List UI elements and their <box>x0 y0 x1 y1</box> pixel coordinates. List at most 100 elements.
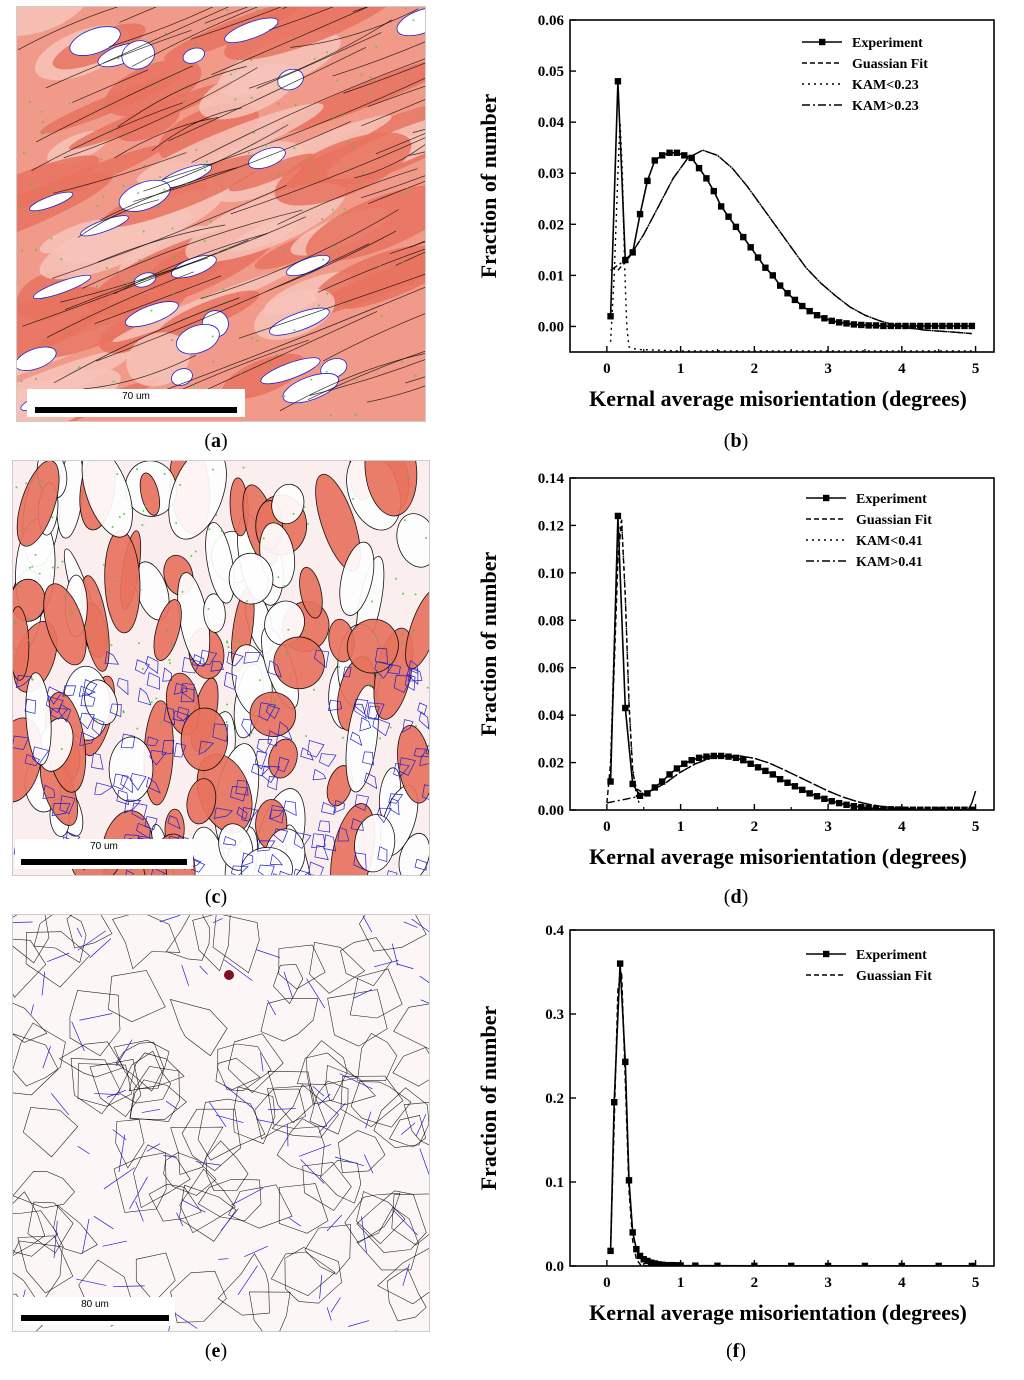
plot-frame <box>569 19 995 353</box>
experiment-point <box>754 764 762 771</box>
experiment-point <box>961 806 968 810</box>
experiment-point <box>865 804 872 810</box>
y-axis-label: Fraction of number <box>476 552 501 737</box>
experiment-point <box>909 322 917 330</box>
x-axis-label: Kernal average misorientation (degrees) <box>589 844 967 869</box>
y-tick-label: 0.06 <box>538 13 565 29</box>
panel-label-e: (e) <box>204 1340 228 1362</box>
experiment-point <box>813 793 821 800</box>
experiment-point <box>703 753 710 760</box>
experiment-point <box>717 203 725 210</box>
experiment-point <box>858 803 865 810</box>
experiment-point <box>732 223 740 231</box>
experiment-point <box>751 1262 758 1266</box>
ebsd-map-e: 80 um <box>12 914 430 1332</box>
experiment-point <box>717 752 725 760</box>
x-tick-label: 1 <box>677 819 685 835</box>
experiment-point <box>747 760 754 767</box>
x-tick-label: 3 <box>824 819 832 835</box>
y-tick-label: 0.0 <box>545 1259 564 1275</box>
panel-label-a: (a) <box>204 430 228 452</box>
y-tick-label: 0.00 <box>538 319 564 335</box>
scale-bar-line-e <box>21 1315 169 1321</box>
experiment-point <box>740 757 747 764</box>
scale-bar-label-e: 80 um <box>81 1299 109 1310</box>
experiment-point <box>629 780 636 788</box>
experiment-point <box>850 803 858 810</box>
experiment-point <box>622 256 629 264</box>
experiment-point <box>725 213 732 220</box>
legend-label: KAM>0.23 <box>852 99 919 114</box>
experiment-point <box>614 78 622 85</box>
experiment-point <box>858 321 865 329</box>
y-tick-label: 0.05 <box>538 64 564 80</box>
legend-marker <box>819 38 826 46</box>
experiment-point <box>791 783 799 790</box>
y-tick-label: 0.04 <box>538 115 565 131</box>
scale-bar-label-c: 70 um <box>90 841 118 852</box>
experiment-point <box>902 322 909 330</box>
experiment-point <box>614 512 622 520</box>
experiment-point <box>880 805 887 810</box>
experiment-point <box>732 754 740 762</box>
legend-label: KAM>0.41 <box>856 555 923 570</box>
experiment-point <box>695 754 703 762</box>
experiment-point <box>788 1262 795 1266</box>
y-tick-label: 0.1 <box>545 1175 564 1191</box>
experiment-point <box>865 322 872 329</box>
x-tick-label: 1 <box>677 1275 685 1291</box>
panel-label-d: (d) <box>723 886 749 908</box>
experiment-point <box>644 1257 651 1265</box>
experiment-point <box>806 307 813 315</box>
experiment-point <box>695 164 703 172</box>
experiment-point <box>651 1260 658 1266</box>
experiment-point <box>953 322 961 330</box>
legend-label: Guassian Fit <box>856 969 932 984</box>
experiment-point <box>791 296 799 304</box>
experiment-point <box>633 1246 640 1253</box>
experiment-point <box>688 154 695 162</box>
experiment-point <box>961 322 968 330</box>
experiment-point <box>681 152 688 159</box>
experiment-point <box>725 753 732 760</box>
experiment-point <box>784 779 791 786</box>
experiment-point <box>828 317 835 325</box>
y-tick-label: 0.12 <box>538 518 564 534</box>
experiment-point <box>636 1252 644 1260</box>
experiment-point <box>747 244 754 251</box>
x-tick-label: 3 <box>824 1275 832 1291</box>
experiment-point <box>828 798 835 805</box>
y-axis-label: Fraction of number <box>476 1006 501 1191</box>
experiment-point <box>710 752 717 760</box>
experiment-point <box>622 1058 629 1066</box>
experiment-point <box>677 1262 684 1266</box>
experiment-point <box>917 322 924 330</box>
series-kam-low-line <box>609 122 972 352</box>
y-tick-label: 0.14 <box>538 471 565 487</box>
experiment-point <box>655 1261 662 1266</box>
plot-frame <box>569 477 995 811</box>
legend-label: Guassian Fit <box>852 57 928 72</box>
x-tick-label: 5 <box>972 819 980 835</box>
experiment-point <box>714 1262 721 1266</box>
x-tick-label: 2 <box>751 1275 759 1291</box>
y-axis-label: Fraction of number <box>476 94 501 279</box>
experiment-point <box>666 771 673 778</box>
experiment-point <box>644 177 651 185</box>
panel-label-b: (b) <box>723 430 749 452</box>
experiment-point <box>784 290 791 297</box>
x-tick-label: 4 <box>898 1275 906 1291</box>
experiment-point <box>673 765 681 772</box>
experiment-point <box>629 1229 636 1236</box>
x-tick-label: 0 <box>603 361 611 377</box>
x-axis-label: Kernal average misorientation (degrees) <box>589 1300 967 1325</box>
experiment-point <box>769 771 776 778</box>
panel-label-c: (c) <box>204 886 228 908</box>
experiment-point <box>673 149 681 156</box>
experiment-point <box>850 321 858 328</box>
scale-bar-line-a <box>35 407 237 413</box>
experiment-point <box>861 1262 869 1266</box>
experiment-point <box>931 806 939 810</box>
experiment-point <box>968 806 976 810</box>
